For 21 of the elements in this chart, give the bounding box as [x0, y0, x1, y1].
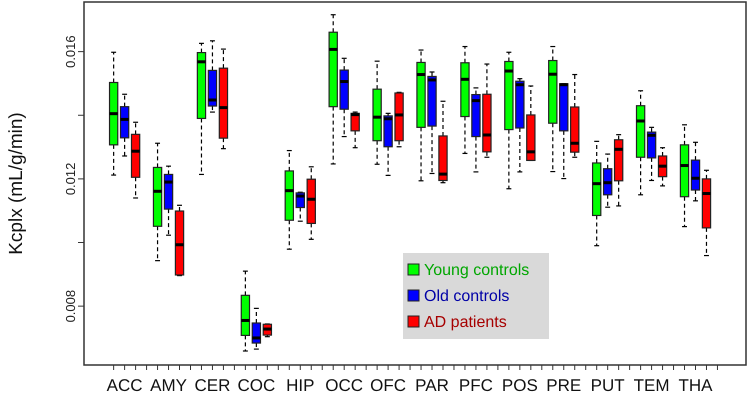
x-tick-label: TEM: [634, 376, 670, 394]
x-tick-label: POS: [502, 376, 538, 394]
x-tick-label: PAR: [415, 376, 449, 394]
y-tick-label: 0.016: [63, 35, 78, 68]
legend-label: Old controls: [424, 288, 510, 305]
y-tick-label: 0.008: [63, 290, 78, 322]
x-tick-label: OCC: [325, 376, 364, 394]
x-tick-label: CER: [194, 376, 230, 394]
x-tick-label: PRE: [546, 376, 582, 394]
y-tick-label: 0.012: [63, 162, 78, 196]
x-tick-label: PFC: [458, 376, 493, 394]
x-tick-label: PUT: [590, 376, 625, 394]
x-tick-label: THA: [678, 376, 714, 394]
x-tick-label: OFC: [370, 376, 406, 394]
legend-label: Young controls: [424, 262, 530, 279]
x-tick-label: ACC: [106, 376, 143, 394]
legend-label: AD patients: [424, 314, 507, 331]
x-tick-label: HIP: [286, 376, 314, 394]
x-tick-label: AMY: [150, 376, 187, 394]
y-axis-title: Kcplx (mL/g/min): [6, 112, 27, 255]
x-tick-label: COC: [237, 376, 276, 394]
